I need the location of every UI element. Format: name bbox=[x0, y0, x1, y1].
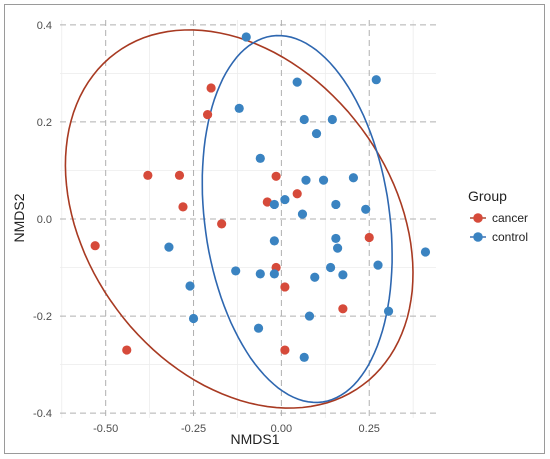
point-control bbox=[292, 77, 302, 87]
y-axis-label: NMDS2 bbox=[11, 193, 27, 242]
ellipse-control bbox=[201, 34, 393, 404]
point-control bbox=[373, 260, 383, 270]
point-control bbox=[297, 209, 308, 219]
y-tick-label: -0.4 bbox=[33, 408, 52, 420]
x-tick-labels: -0.50 -0.25 0.00 0.25 bbox=[93, 423, 380, 435]
point-control bbox=[269, 269, 279, 279]
point-control bbox=[420, 247, 431, 257]
point-control bbox=[188, 313, 199, 324]
point-cancer bbox=[143, 170, 153, 180]
y-tick-label: 0.0 bbox=[37, 214, 52, 226]
point-control bbox=[325, 262, 336, 273]
y-tick-label: 0.4 bbox=[37, 20, 52, 32]
grid-lines bbox=[60, 20, 436, 418]
y-tick-labels: -0.4 -0.2 0.0 0.2 0.4 bbox=[33, 20, 52, 420]
ellipse-cancer bbox=[64, 29, 414, 409]
point-cancer bbox=[90, 241, 100, 251]
legend: Group cancer control bbox=[468, 188, 528, 244]
point-cancer bbox=[217, 219, 227, 229]
point-cancer bbox=[280, 345, 290, 355]
point-control bbox=[331, 233, 341, 244]
point-control bbox=[331, 199, 341, 210]
legend-key-cancer bbox=[473, 213, 483, 223]
point-control bbox=[253, 323, 264, 333]
point-control bbox=[348, 173, 359, 183]
point-control bbox=[241, 32, 251, 42]
point-cancer bbox=[292, 189, 302, 199]
point-cancer bbox=[271, 171, 281, 181]
point-cancer bbox=[178, 202, 188, 212]
point-control bbox=[299, 114, 309, 125]
point-cancer bbox=[122, 345, 132, 355]
point-control bbox=[333, 243, 343, 253]
point-cancer bbox=[338, 304, 348, 314]
point-control bbox=[338, 270, 348, 280]
point-control bbox=[361, 204, 371, 214]
data-points bbox=[90, 32, 431, 362]
legend-key-control bbox=[473, 232, 483, 242]
point-cancer bbox=[262, 197, 272, 207]
point-control bbox=[301, 175, 311, 185]
point-control bbox=[269, 236, 279, 246]
point-control bbox=[304, 311, 315, 321]
point-control bbox=[310, 272, 320, 282]
point-control bbox=[318, 175, 329, 185]
point-control bbox=[299, 352, 309, 362]
y-tick-label: 0.2 bbox=[37, 117, 52, 129]
legend-title: Group bbox=[468, 188, 507, 204]
chart-frame bbox=[4, 4, 545, 454]
point-control bbox=[185, 281, 195, 291]
point-control bbox=[234, 103, 244, 113]
point-control bbox=[371, 75, 381, 85]
point-cancer bbox=[174, 170, 185, 180]
point-cancer bbox=[202, 110, 213, 120]
y-tick-label: -0.2 bbox=[33, 311, 52, 323]
point-cancer bbox=[364, 232, 374, 243]
point-control bbox=[269, 199, 279, 210]
point-control bbox=[255, 153, 265, 163]
point-control bbox=[327, 114, 337, 125]
point-control bbox=[280, 194, 290, 205]
group-ellipses bbox=[64, 29, 414, 409]
point-control bbox=[231, 266, 241, 276]
legend-label-cancer: cancer bbox=[492, 211, 528, 225]
point-control bbox=[255, 269, 265, 279]
x-tick-label: -0.50 bbox=[93, 423, 118, 435]
point-control bbox=[164, 242, 174, 252]
x-tick-label: 0.00 bbox=[271, 423, 292, 435]
point-control bbox=[383, 306, 394, 316]
x-tick-label: -0.25 bbox=[181, 423, 206, 435]
x-tick-label: 0.25 bbox=[359, 423, 380, 435]
x-axis-label: NMDS1 bbox=[230, 431, 279, 447]
legend-label-control: control bbox=[492, 230, 528, 244]
point-control bbox=[311, 128, 322, 139]
point-cancer bbox=[280, 282, 290, 292]
point-cancer bbox=[206, 83, 216, 93]
